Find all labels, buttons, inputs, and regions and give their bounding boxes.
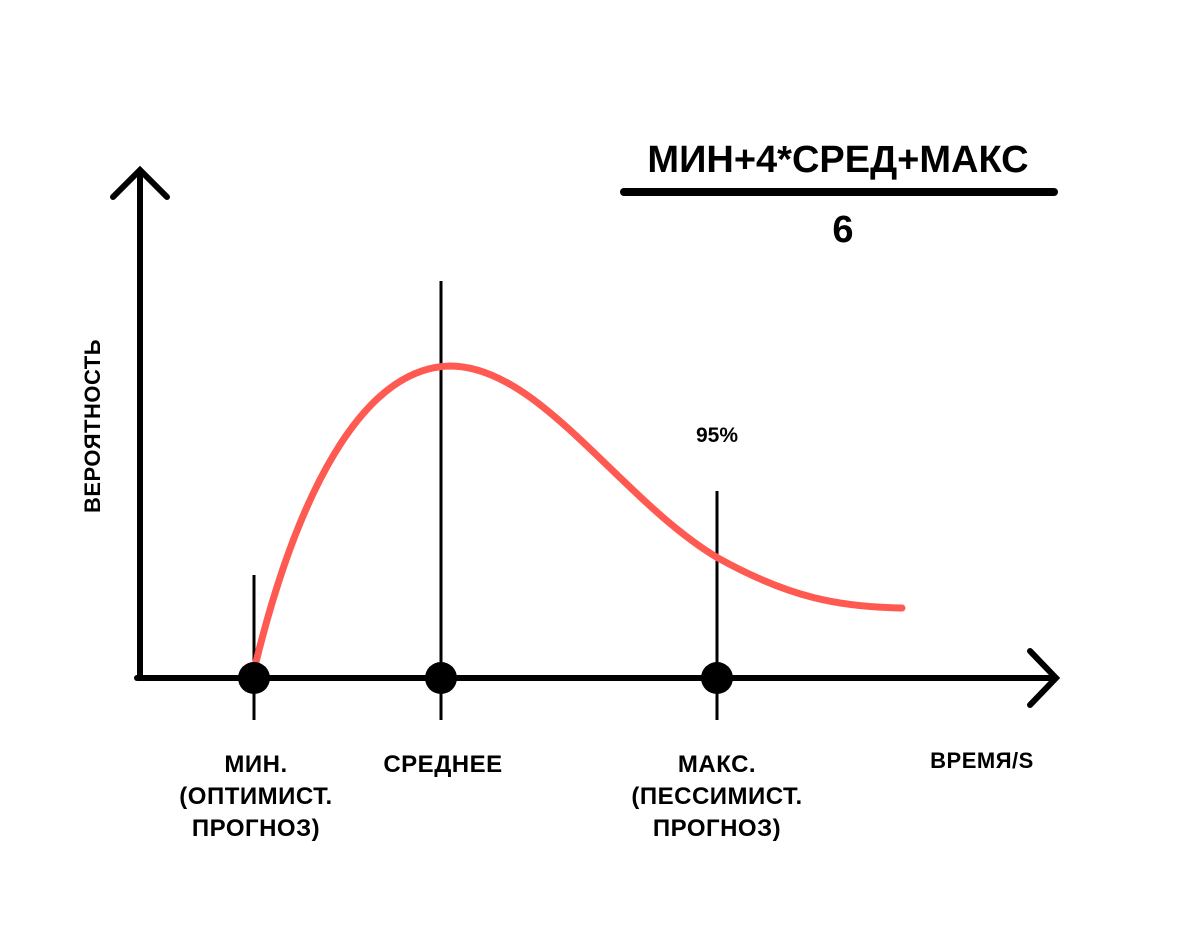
x-axis-label: ВРЕМЯ/S — [930, 748, 1034, 773]
y-axis-arrow-icon — [110, 165, 170, 200]
x-axis: ВРЕМЯ/S — [134, 648, 1061, 773]
max-percent-annotation: 95% — [696, 424, 738, 447]
min-label-line-2: (ОПТИМИСТ. — [179, 783, 332, 810]
max-marker-label: МАКС. (ПЕССИМИСТ. ПРОГНОЗ) — [631, 751, 802, 842]
max-label-line-2: (ПЕССИМИСТ. — [631, 783, 802, 810]
probability-curve — [252, 362, 906, 666]
y-axis-label: ВЕРОЯТНОСТЬ — [80, 339, 105, 513]
y-axis: ВЕРОЯТНОСТЬ — [80, 165, 170, 681]
min-marker-label: МИН. (ОПТИМИСТ. ПРОГНОЗ) — [179, 751, 332, 842]
mean-marker-dot — [425, 662, 457, 694]
max-marker-dot — [701, 662, 733, 694]
x-axis-arrow-icon — [1027, 648, 1061, 708]
min-marker-dot — [238, 662, 270, 694]
formula-numerator: МИН+4*СРЕД+МАКС — [647, 139, 1028, 181]
formula-denominator: 6 — [832, 209, 853, 251]
max-label-line-3: ПРОГНОЗ) — [653, 815, 781, 842]
mean-marker-label: СРЕДНЕЕ — [383, 751, 502, 778]
mean-label-line-1: СРЕДНЕЕ — [383, 751, 502, 778]
min-label-line-1: МИН. — [224, 751, 287, 778]
marker-dots — [238, 662, 733, 694]
max-label-line-1: МАКС. — [678, 751, 756, 778]
min-label-line-3: ПРОГНОЗ) — [192, 815, 320, 842]
formula: МИН+4*СРЕД+МАКС 6 — [620, 139, 1058, 251]
